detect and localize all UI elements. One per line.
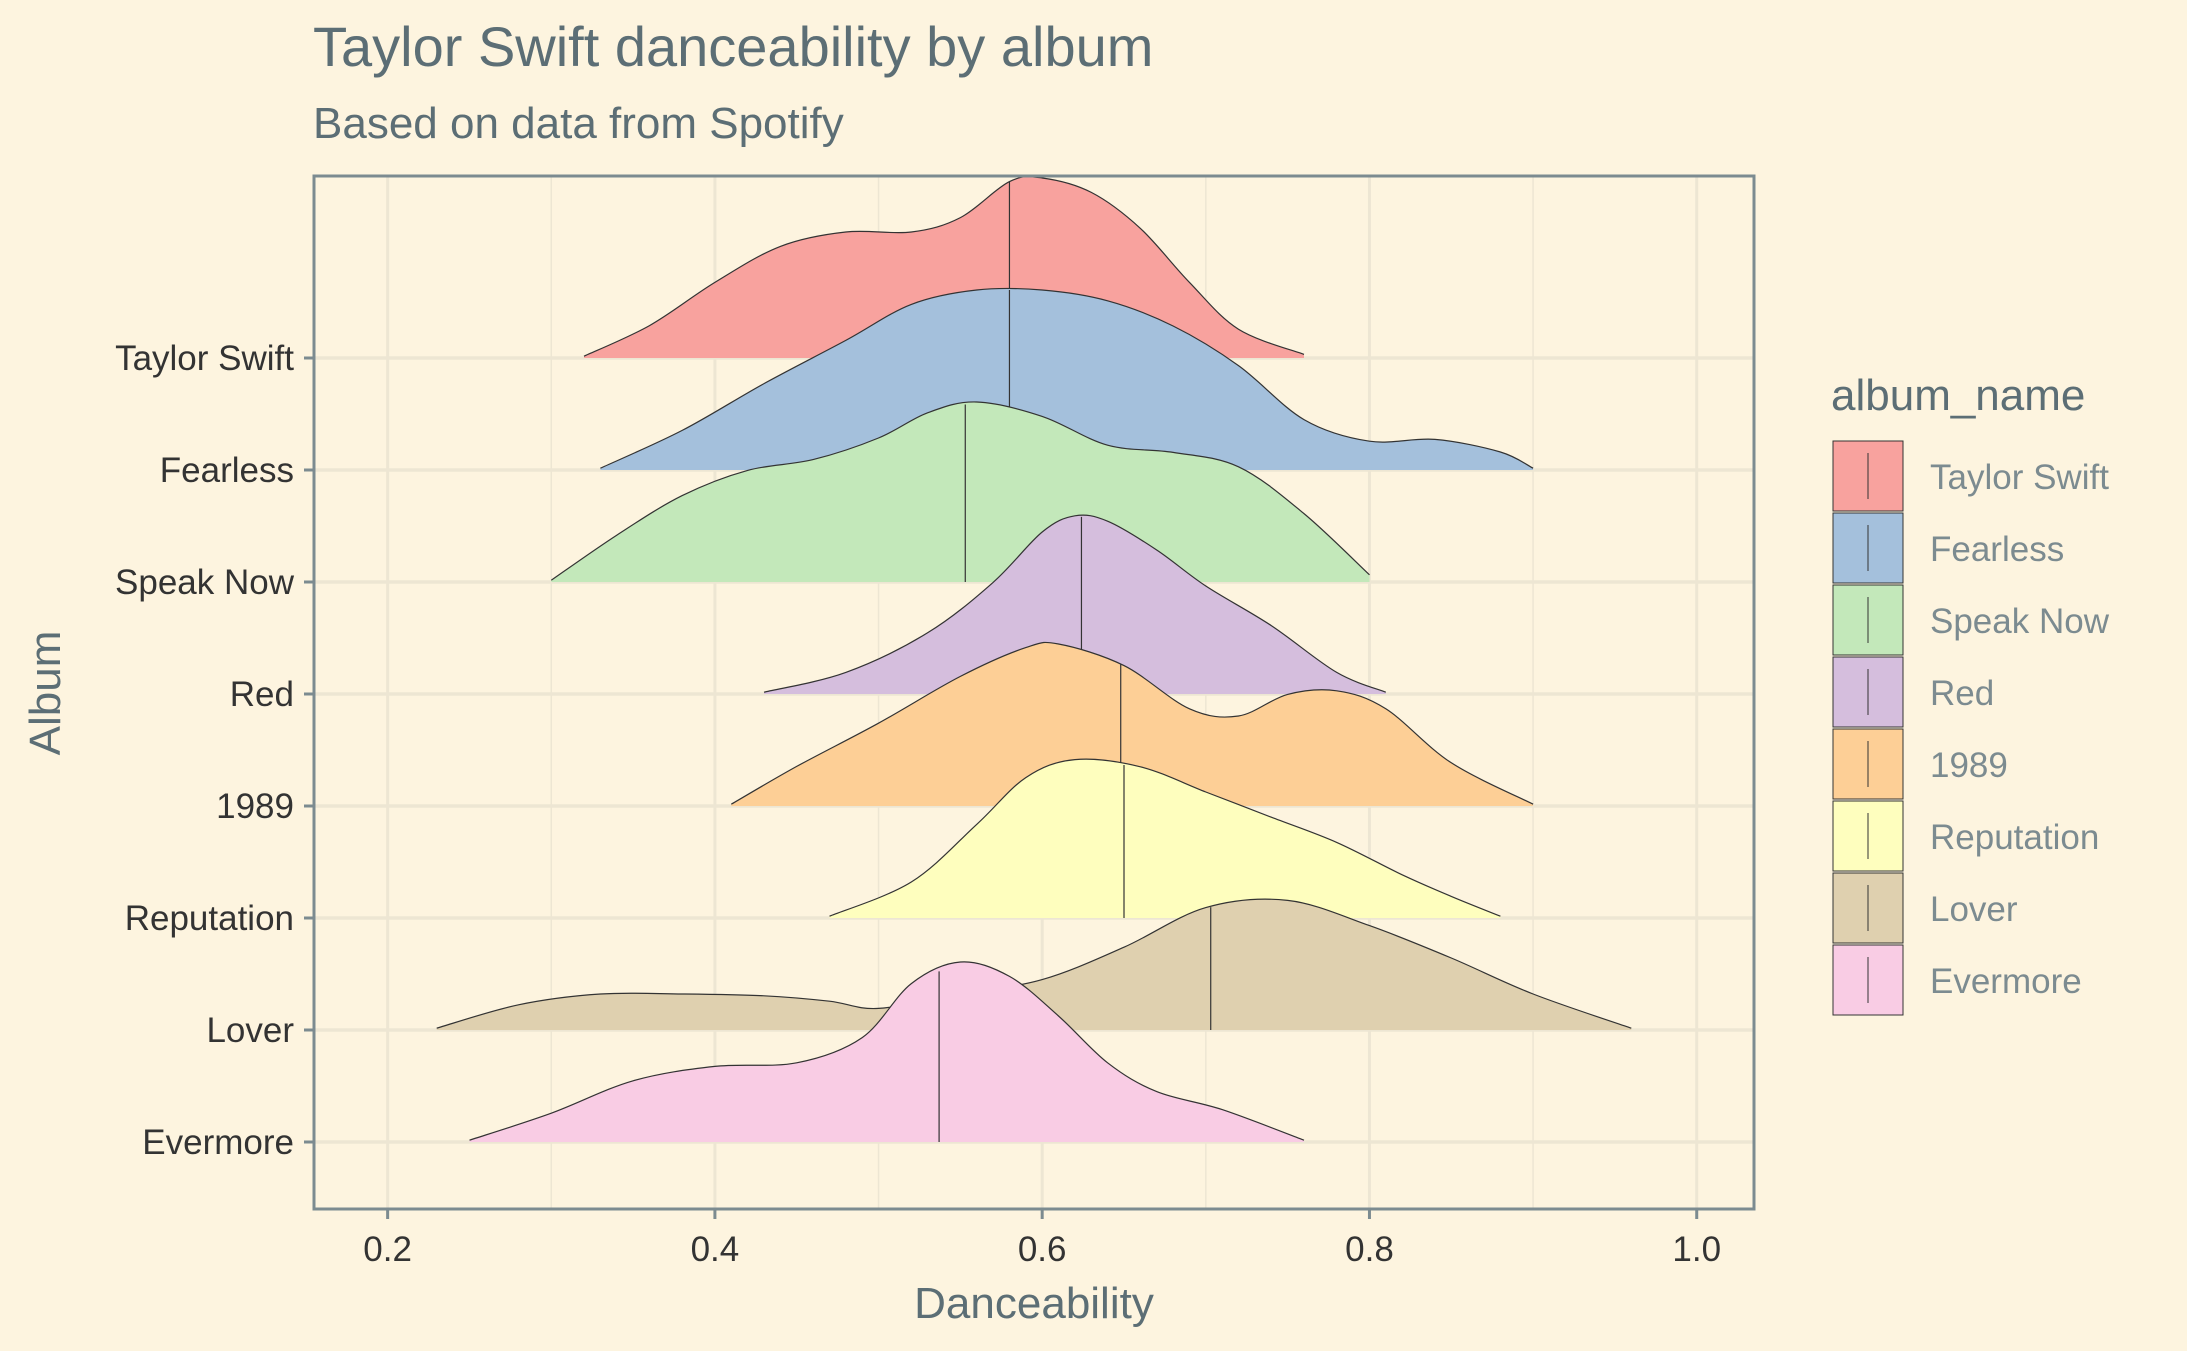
legend-label: Red xyxy=(1930,674,1994,713)
y-tick-label: Taylor Swift xyxy=(115,339,294,378)
y-tick-label: Speak Now xyxy=(115,563,295,602)
y-tick-label: Red xyxy=(230,675,294,714)
legend-label: 1989 xyxy=(1930,746,2008,785)
x-axis-title: Danceability xyxy=(914,1279,1154,1328)
x-tick-label: 0.8 xyxy=(1345,1230,1394,1269)
chart-title: Taylor Swift danceability by album xyxy=(313,15,1153,78)
density-outline xyxy=(763,514,1387,693)
density-area xyxy=(731,642,1534,806)
x-tick-label: 0.2 xyxy=(363,1230,412,1269)
legend-item: 1989 xyxy=(1832,728,2008,800)
density-outline xyxy=(829,758,1501,917)
legend-item: Fearless xyxy=(1832,512,2064,584)
legend-item: Reputation xyxy=(1832,800,2099,872)
y-tick-label: Lover xyxy=(206,1011,294,1050)
legend-item: Red xyxy=(1832,656,1994,728)
density-outline xyxy=(550,401,1370,581)
x-tick-layer: 0.2 0.4 0.6 0.8 1.0 xyxy=(363,1209,1721,1269)
density-area xyxy=(600,288,1534,470)
chart-subtitle: Based on data from Spotify xyxy=(313,99,844,148)
legend-item: Taylor Swift xyxy=(1832,440,2109,512)
legend-label: Reputation xyxy=(1930,818,2099,857)
density-area xyxy=(829,759,1501,918)
ridge-evermore xyxy=(469,961,1305,1142)
legend-label: Taylor Swift xyxy=(1930,458,2109,497)
y-tick-layer: Taylor Swift Fearless Speak Now Red 1989 Repu… xyxy=(115,339,314,1162)
legend-item: Lover xyxy=(1832,872,2018,944)
legend-item: Speak Now xyxy=(1832,584,2110,656)
ridge-speak-now xyxy=(550,401,1370,582)
y-tick-label: Reputation xyxy=(125,899,294,938)
legend-item: Evermore xyxy=(1832,944,2082,1016)
legend-label: Speak Now xyxy=(1930,602,2110,641)
legend-label: Fearless xyxy=(1930,530,2064,569)
density-outline xyxy=(730,641,1534,805)
y-tick-label: Fearless xyxy=(160,451,294,490)
x-tick-label: 1.0 xyxy=(1672,1230,1721,1269)
density-area xyxy=(764,515,1386,694)
y-tick-label: Evermore xyxy=(142,1123,294,1162)
legend: album_name Taylor Swift Fearless Speak Now… xyxy=(1831,371,2110,1016)
y-tick-label: 1989 xyxy=(216,787,294,826)
legend-items: Taylor Swift Fearless Speak Now Red 1989 Repu… xyxy=(1832,440,2110,1016)
legend-title: album_name xyxy=(1831,371,2085,420)
ridges-layer xyxy=(436,176,1632,1142)
density-outline xyxy=(583,176,1305,357)
density-outline xyxy=(600,287,1534,469)
density-outline xyxy=(469,961,1305,1141)
legend-label: Lover xyxy=(1930,890,2018,929)
x-tick-label: 0.4 xyxy=(691,1230,740,1269)
ridge-reputation xyxy=(829,758,1501,918)
legend-label: Evermore xyxy=(1930,962,2082,1001)
y-axis-title: Album xyxy=(21,631,70,756)
density-area xyxy=(469,961,1304,1142)
density-area xyxy=(436,899,1632,1030)
density-area xyxy=(551,401,1370,582)
x-tick-label: 0.6 xyxy=(1018,1230,1067,1269)
